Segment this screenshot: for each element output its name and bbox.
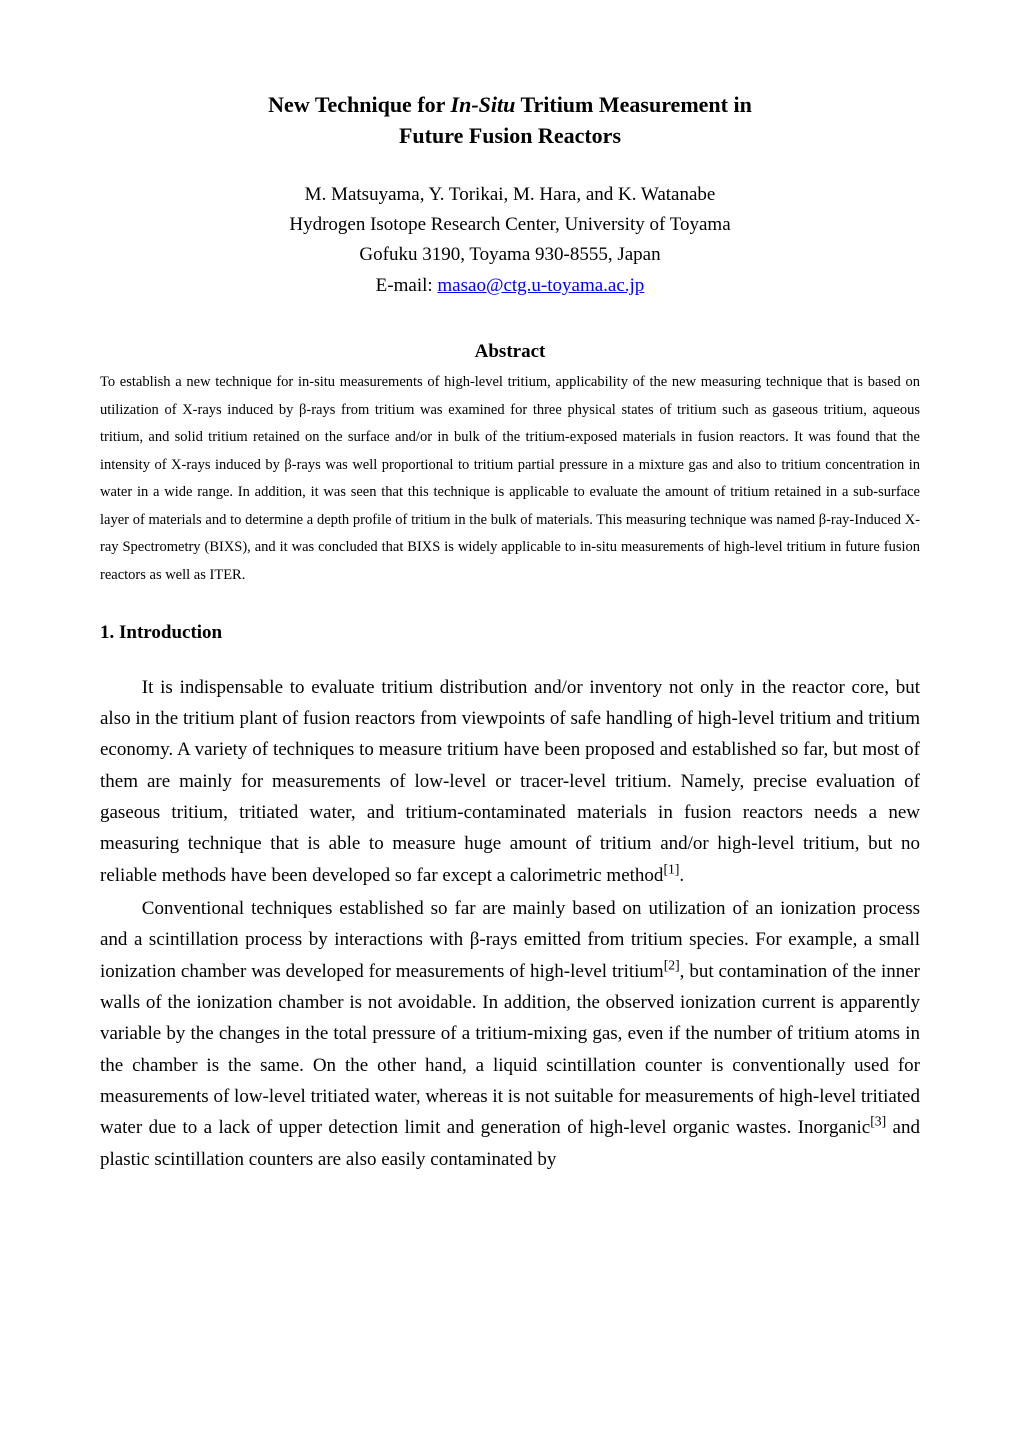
intro-para-1: It is indispensable to evaluate tritium … <box>100 672 920 891</box>
title-prefix: New Technique for <box>268 92 450 117</box>
title-italic: In-Situ <box>451 92 516 117</box>
para1-text: It is indispensable to evaluate tritium … <box>100 677 920 886</box>
author-affiliation: Hydrogen Isotope Research Center, Univer… <box>100 210 920 240</box>
citation-1: [1] <box>663 861 679 876</box>
title-line-2: Future Fusion Reactors <box>100 121 920 152</box>
para2-b: , but contamination of the inner walls o… <box>100 961 920 1139</box>
citation-2: [2] <box>664 957 680 972</box>
author-email-line: E-mail: masao@ctg.u-toyama.ac.jp <box>100 271 920 301</box>
email-label: E-mail: <box>376 275 438 296</box>
paper-title: New Technique for In-Situ Tritium Measur… <box>100 90 920 152</box>
author-address: Gofuku 3190, Toyama 930-8555, Japan <box>100 240 920 270</box>
citation-3: [3] <box>870 1114 886 1129</box>
intro-para-2: Conventional techniques established so f… <box>100 893 920 1175</box>
abstract-heading: Abstract <box>100 341 920 363</box>
author-names: M. Matsuyama, Y. Torikai, M. Hara, and K… <box>100 180 920 210</box>
section-1-heading: 1. Introduction <box>100 622 920 644</box>
abstract-body: To establish a new technique for in-situ… <box>100 369 920 589</box>
title-suffix: Tritium Measurement in <box>515 92 751 117</box>
authors-block: M. Matsuyama, Y. Torikai, M. Hara, and K… <box>100 180 920 302</box>
para1-post: . <box>679 865 684 886</box>
email-link[interactable]: masao@ctg.u-toyama.ac.jp <box>437 275 644 296</box>
title-line-1: New Technique for In-Situ Tritium Measur… <box>100 90 920 121</box>
